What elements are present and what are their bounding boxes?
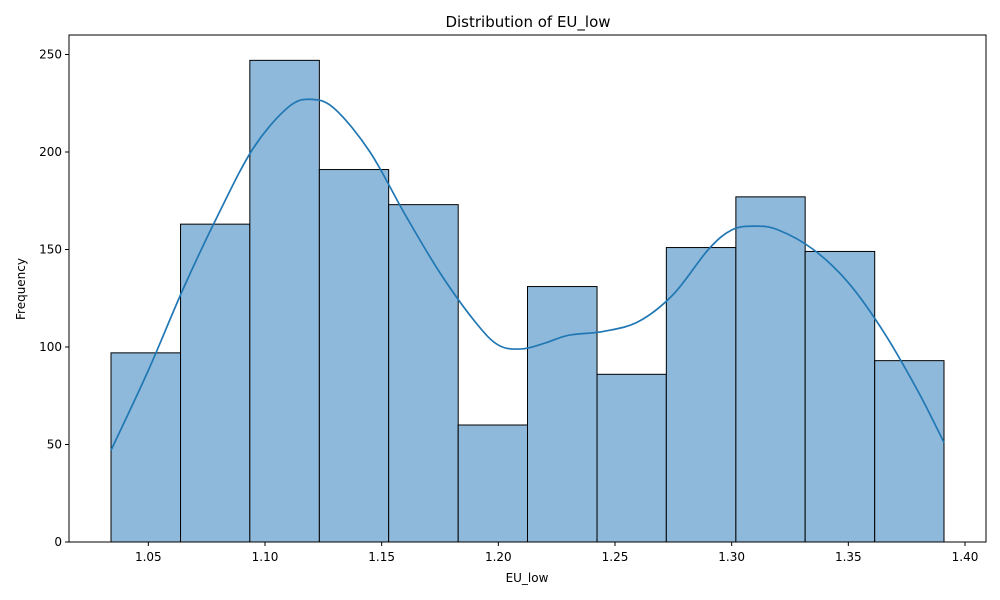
x-tick-label: 1.40 [952,550,979,564]
histogram-bar-1 [180,223,251,543]
histogram-bar-11 [874,360,945,543]
bars-group [110,59,945,543]
histogram-bar-5 [457,424,529,543]
histogram-bar-7 [596,373,667,543]
x-tick-label: 1.20 [485,550,512,564]
y-tick-label: 50 [47,438,62,452]
y-tick-label: 250 [39,48,62,62]
y-tick-label: 0 [54,535,62,549]
histogram-bar-3 [318,169,390,543]
y-axis-label: Frequency [14,258,28,320]
histogram-bar-9 [735,196,806,543]
y-axis: 0 50 100 150 200 250 [39,48,69,549]
histogram-bar-8 [665,247,737,543]
x-tick-label: 1.15 [368,550,395,564]
chart-title: Distribution of EU_low [445,13,610,32]
y-tick-label: 100 [39,340,62,354]
kde-curve [110,98,945,451]
histogram-bar-10 [804,250,876,543]
x-tick-label: 1.35 [835,550,862,564]
x-axis: 1.05 1.10 1.15 1.20 1.25 1.30 1.35 1.40 [135,542,978,564]
x-tick-label: 1.30 [718,550,745,564]
x-tick-label: 1.10 [252,550,279,564]
x-tick-label: 1.05 [135,550,162,564]
x-axis-label: EU_low [506,571,549,585]
histogram-bar-6 [527,286,598,543]
y-tick-label: 200 [39,145,62,159]
histogram-bar-0 [110,352,182,543]
histogram-bar-2 [249,59,320,543]
plot-frame [68,34,987,543]
y-tick-label: 150 [39,243,62,257]
x-tick-label: 1.25 [602,550,629,564]
histogram-bar-4 [388,204,459,543]
